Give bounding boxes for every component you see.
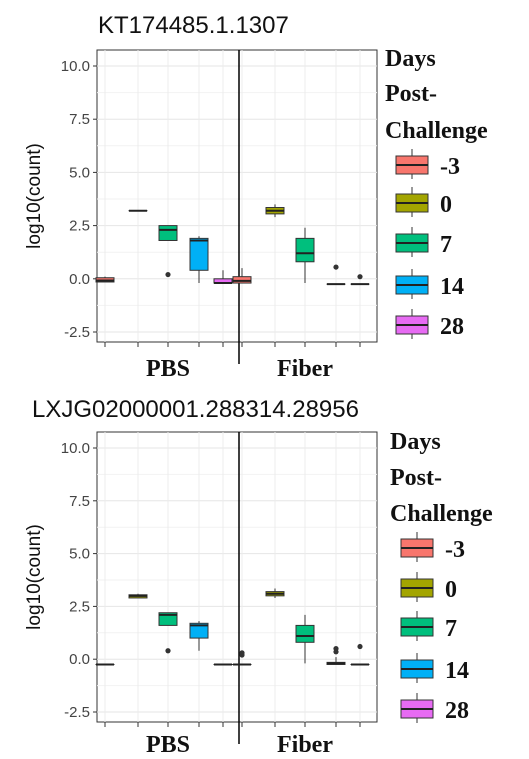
- box-outlier: [333, 646, 339, 652]
- legend-label: 7: [440, 232, 452, 258]
- box-outlier: [165, 271, 171, 278]
- box-Fiber-28: [350, 643, 370, 666]
- box-Fiber-7: [295, 227, 315, 284]
- y-tick-label: 10.0: [61, 58, 90, 75]
- legend-item-7: 7: [400, 611, 457, 642]
- y-axis-label: log10(count): [24, 524, 45, 630]
- legend-label: -3: [440, 154, 460, 180]
- chart-panel-2: LXJG02000001.288314.28956 10.0 7.5 5.0 2.5 0.…: [24, 396, 493, 758]
- y-tick-label: -2.5: [64, 324, 90, 341]
- box-Fiber--3: [232, 650, 252, 666]
- group-label: PBS: [146, 732, 190, 758]
- group-label: Fiber: [277, 732, 333, 758]
- legend-item-0: 0: [395, 187, 452, 218]
- legend-label: 0: [445, 577, 457, 603]
- box-PBS--3: [95, 276, 115, 283]
- plot-area: [96, 431, 378, 723]
- box-outlier: [239, 650, 245, 656]
- box-body: [295, 624, 315, 643]
- box-Fiber-14: [326, 646, 346, 665]
- legend-title-line: Days: [390, 429, 441, 455]
- legend-title-line: Challenge: [385, 118, 488, 144]
- box-Fiber-0: [265, 588, 285, 598]
- y-tick-label: 0.0: [69, 271, 90, 288]
- legend-item-7: 7: [395, 227, 452, 258]
- group-label: PBS: [146, 356, 190, 382]
- legend-label: 28: [440, 314, 464, 340]
- legend-label: 14: [440, 274, 464, 300]
- y-axis-label: log10(count): [24, 143, 45, 249]
- legend-title-line: Challenge: [390, 501, 493, 527]
- legend-item-28: 28: [400, 693, 469, 724]
- legend-label: 7: [445, 616, 457, 642]
- y-tick-label: 5.0: [69, 164, 90, 181]
- y-tick-label: 2.5: [69, 218, 90, 235]
- legend-label: -3: [445, 537, 465, 563]
- box-body: [295, 237, 315, 263]
- box-Fiber-7: [295, 614, 315, 664]
- box-body: [158, 225, 178, 241]
- box-outlier: [333, 264, 339, 270]
- box-body: [189, 237, 209, 271]
- box-Fiber-0: [265, 204, 285, 218]
- legend-title-line: Days: [385, 46, 436, 72]
- y-tick-label: 2.5: [69, 598, 90, 615]
- y-tick-label: -2.5: [64, 704, 90, 721]
- legend-item-28: 28: [395, 309, 464, 340]
- group-label: Fiber: [277, 356, 333, 382]
- plot-area: [96, 49, 378, 343]
- box-PBS-7: [158, 225, 178, 278]
- box-PBS-28: [213, 270, 233, 285]
- legend-title-line: Post-: [390, 465, 442, 491]
- box-Fiber--3: [232, 268, 252, 284]
- y-tick-label: 5.0: [69, 546, 90, 563]
- box-PBS-7: [158, 612, 178, 654]
- box-outlier: [357, 274, 363, 280]
- legend-item--3: -3: [400, 532, 465, 563]
- chart-title: LXJG02000001.288314.28956: [32, 396, 359, 423]
- box-outlier: [165, 648, 171, 654]
- box-body: [232, 276, 252, 284]
- legend-title-line: Post-: [385, 81, 437, 107]
- box-PBS-14: [189, 621, 209, 651]
- box-PBS-14: [189, 236, 209, 284]
- legend-item-14: 14: [395, 269, 464, 300]
- legend-item--3: -3: [395, 149, 460, 180]
- chart-panel-1: KT174485.1.1307 10.0 7.5 5.0 2.5 0.0 -2.5 log10…: [24, 12, 488, 382]
- legend: Days Post- Challenge -3 0 7 14 28: [390, 429, 493, 724]
- y-tick-label: 7.5: [69, 111, 90, 128]
- legend-item-14: 14: [400, 653, 469, 684]
- box-body: [158, 612, 178, 626]
- legend-label: 0: [440, 192, 452, 218]
- box-PBS-0: [128, 593, 148, 599]
- legend: Days Post- Challenge -3 0 7 14 28: [385, 46, 488, 340]
- box-outlier: [357, 643, 363, 650]
- box-body: [189, 622, 209, 639]
- chart-title: KT174485.1.1307: [98, 12, 289, 39]
- y-tick-label: 0.0: [69, 651, 90, 668]
- legend-label: 14: [445, 658, 469, 684]
- y-tick-label: 7.5: [69, 493, 90, 510]
- box-Fiber-28: [350, 274, 370, 286]
- box-Fiber-14: [326, 264, 346, 286]
- y-tick-label: 10.0: [61, 440, 90, 457]
- legend-label: 28: [445, 698, 469, 724]
- legend-item-0: 0: [400, 572, 457, 603]
